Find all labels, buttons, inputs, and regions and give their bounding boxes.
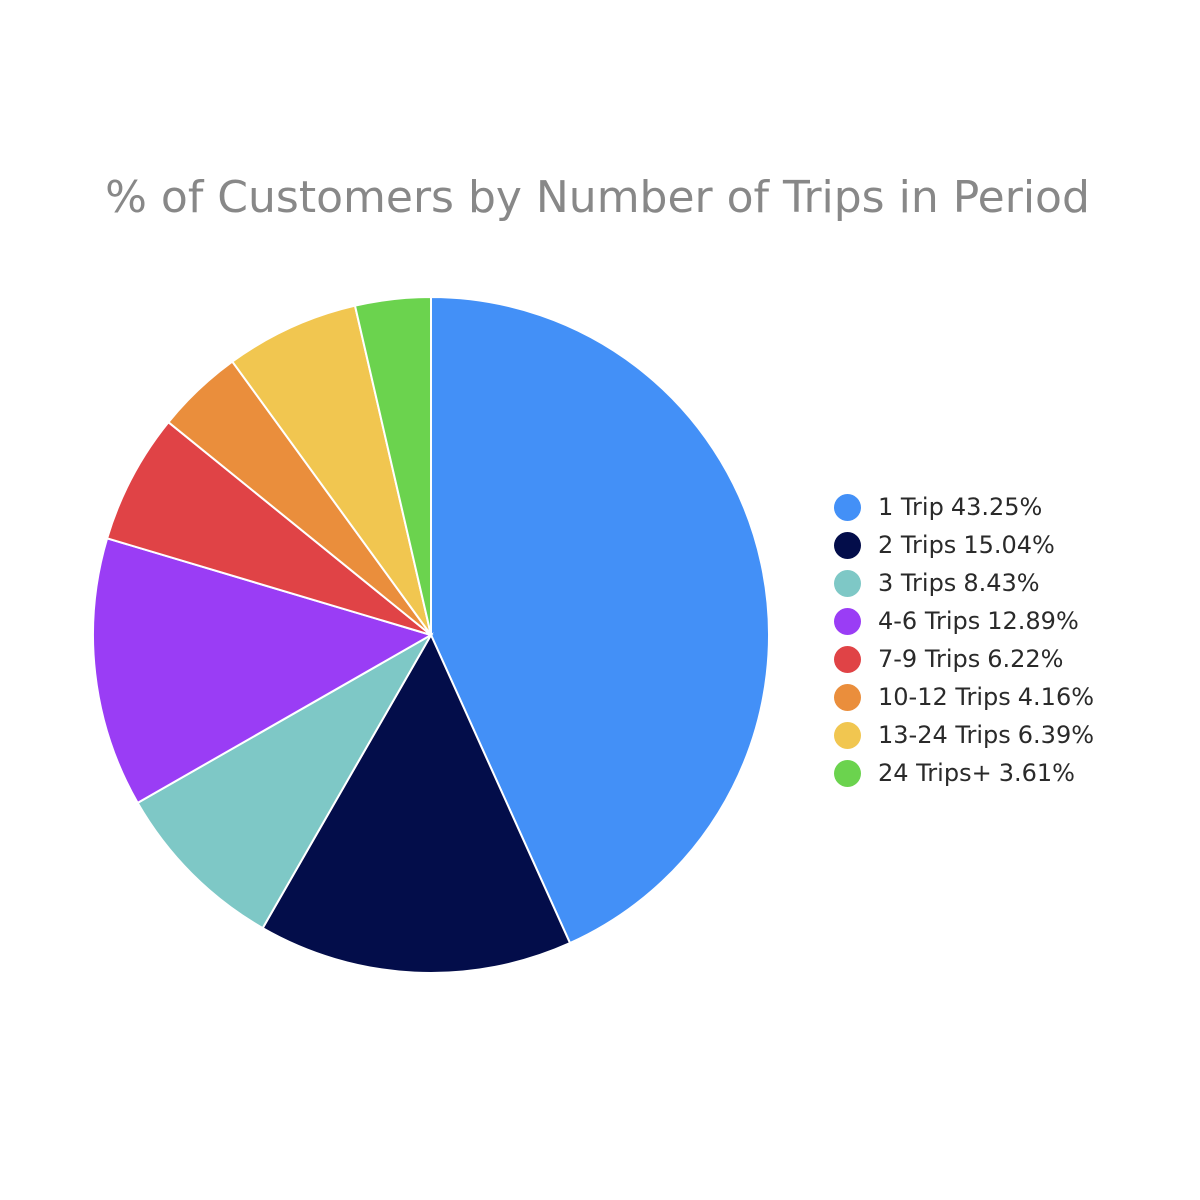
legend-item-6[interactable]: 10-12 Trips 4.16% xyxy=(834,678,1094,716)
legend-item-2[interactable]: 2 Trips 15.04% xyxy=(834,526,1094,564)
pie-slice-8 xyxy=(353,295,432,636)
legend-label: 13-24 Trips xyxy=(878,721,1011,749)
legend-swatch xyxy=(834,531,861,559)
pie-slice-7 xyxy=(230,304,432,636)
legend-text: 2 Trips 15.04% xyxy=(878,531,1055,559)
chart-title: % of Customers by Number of Trips in Per… xyxy=(105,172,1090,223)
pie-slice-3 xyxy=(136,632,434,930)
pie-slice-5 xyxy=(105,420,432,636)
legend-value: 8.43% xyxy=(963,569,1040,597)
legend-label: 4-6 Trips xyxy=(878,607,981,635)
legend-text: 1 Trip 43.25% xyxy=(878,493,1042,521)
legend-swatch xyxy=(834,569,861,597)
legend-label: 1 Trip xyxy=(878,493,944,521)
legend-value: 4.16% xyxy=(1017,683,1095,711)
legend-swatch xyxy=(834,683,861,711)
legend-value: 6.39% xyxy=(1017,721,1095,749)
legend-label: 10-12 Trips xyxy=(878,683,1011,711)
legend-swatch xyxy=(834,645,861,673)
legend-label: 3 Trips xyxy=(878,569,957,597)
legend-item-4[interactable]: 4-6 Trips 12.89% xyxy=(834,602,1094,640)
pie-slice-1 xyxy=(430,295,770,945)
legend-label: 7-9 Trips xyxy=(878,645,981,673)
legend-value: 3.61% xyxy=(998,759,1075,787)
legend-item-5[interactable]: 7-9 Trips 6.22% xyxy=(834,640,1094,678)
legend-item-3[interactable]: 3 Trips 8.43% xyxy=(834,564,1094,602)
legend-text: 7-9 Trips 6.22% xyxy=(878,645,1063,673)
legend-text: 10-12 Trips 4.16% xyxy=(878,683,1094,711)
legend-swatch xyxy=(834,759,861,787)
legend-label: 2 Trips xyxy=(878,531,957,559)
legend-swatch xyxy=(834,721,861,749)
legend-text: 4-6 Trips 12.89% xyxy=(878,607,1079,635)
legend-swatch xyxy=(834,607,861,635)
pie-slice-4 xyxy=(92,537,434,805)
pie-slice-2 xyxy=(261,632,572,974)
legend-value: 6.22% xyxy=(987,645,1064,673)
legend-item-8[interactable]: 24 Trips+ 3.61% xyxy=(834,754,1094,792)
legend-value: 43.25% xyxy=(950,493,1043,521)
legend-value: 12.89% xyxy=(987,607,1079,635)
legend-value: 15.04% xyxy=(963,531,1055,559)
legend-item-7[interactable]: 13-24 Trips 6.39% xyxy=(834,716,1094,754)
legend-text: 3 Trips 8.43% xyxy=(878,569,1040,597)
legend-text: 24 Trips+ 3.61% xyxy=(878,759,1075,787)
legend-swatch xyxy=(834,493,861,521)
legend-item-1[interactable]: 1 Trip 43.25% xyxy=(834,488,1094,526)
legend: 1 Trip 43.25% 2 Trips 15.04% 3 Trips 8.43% 4-6… xyxy=(834,488,1094,792)
legend-label: 24 Trips+ xyxy=(878,759,992,787)
legend-text: 13-24 Trips 6.39% xyxy=(878,721,1094,749)
